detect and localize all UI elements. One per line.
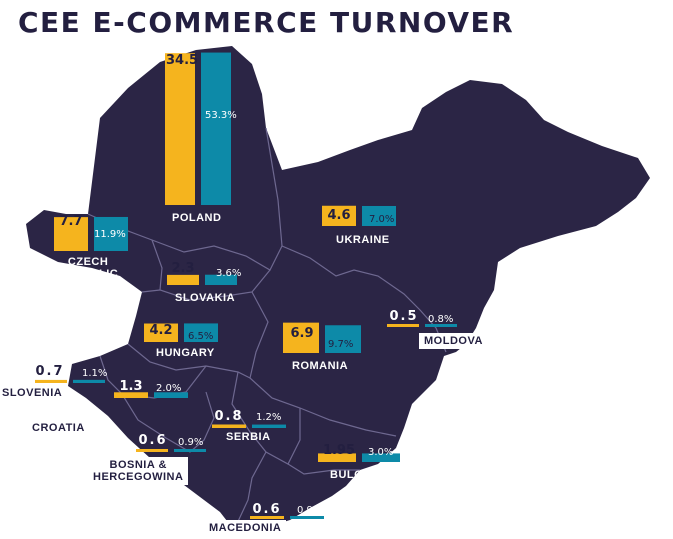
ukraine-turnover-bar (322, 205, 356, 226)
croatia-label: CROATIA (27, 420, 90, 436)
bosnia-turnover: 0.6 (138, 433, 168, 448)
moldova-turnover: 0.5 (389, 309, 419, 324)
czech-turnover-bar (54, 217, 88, 251)
hungary-turnover-bar (144, 323, 178, 342)
ukraine-turnover: 4.6 (327, 208, 351, 223)
bosnia-turnover-bar (136, 449, 168, 452)
croatia-share: 2.0% (156, 383, 182, 394)
border-poland (87, 127, 283, 271)
slovenia-turnover-bar (35, 379, 67, 383)
czech-label: CZECH REPUBLIC (58, 256, 119, 280)
serbia-share: 1.2% (256, 412, 282, 423)
serbia-label: SERBIA (226, 431, 271, 443)
macedonia-share: 0.9% (297, 505, 323, 516)
poland-share: 53.3% (205, 110, 237, 121)
czech-share-bar (94, 216, 128, 251)
slovenia-label: SLOVENIA (2, 387, 63, 399)
macedonia-share-bar (290, 516, 324, 519)
serbia-share-bar (252, 424, 286, 428)
bosnia-share-bar (174, 449, 206, 452)
poland-turnover-bar (165, 53, 195, 206)
border-ukraine (281, 245, 447, 353)
slovakia-share: 3.6% (216, 268, 242, 279)
hungary-share: 6.5% (188, 331, 214, 342)
czech-share: 11.9% (94, 229, 126, 240)
romania-turnover-bar (283, 322, 319, 353)
border-hungary (127, 289, 251, 379)
border-macedonia (233, 451, 267, 531)
macedonia-label: MACEDONIA (204, 520, 287, 536)
czech-turnover: 7.7 (59, 214, 83, 229)
slovakia-label: SLOVAKIA (175, 292, 236, 304)
border-bulgaria (287, 463, 360, 475)
page-title: CEE E-COMMERCE TURNOVER (18, 6, 515, 39)
romania-share-bar (325, 325, 361, 353)
bulgaria-label: BULGARIA (330, 469, 393, 481)
slovenia-turnover: 0.7 (35, 364, 65, 379)
hungary-share-bar (184, 323, 218, 342)
ukraine-share-bar (362, 205, 396, 226)
croatia-turnover-bar (114, 392, 148, 398)
hungary-turnover: 4.2 (149, 323, 173, 338)
bulgaria-turnover-bar (318, 453, 356, 462)
macedonia-turnover: 0.6 (252, 502, 282, 517)
ukraine-label: UKRAINE (336, 234, 390, 246)
serbia-turnover-bar (212, 424, 246, 428)
poland-turnover: 34.5 (166, 53, 199, 68)
slovakia-turnover: 2.3 (171, 261, 195, 276)
romania-share: 9.7% (328, 339, 354, 350)
moldova-share-bar (425, 324, 457, 327)
poland-label: POLAND (172, 212, 222, 224)
slovenia-share-bar (73, 379, 105, 383)
serbia-turnover: 0.8 (214, 409, 244, 424)
bulgaria-share: 3.0% (368, 447, 394, 458)
croatia-share-bar (154, 392, 188, 398)
macedonia-turnover-bar (250, 516, 284, 519)
poland-share-bar (201, 52, 231, 206)
slovenia-share: 1.1% (82, 368, 108, 379)
slovakia-share-bar (205, 274, 237, 285)
romania-turnover: 6.9 (290, 326, 314, 341)
moldova-label: MOLDOVA (419, 333, 488, 349)
border-romania (249, 291, 397, 437)
moldova-turnover-bar (387, 324, 419, 327)
moldova-share: 0.8% (428, 314, 454, 325)
slovakia-turnover-bar (167, 274, 199, 285)
bosnia-label: BOSNIA & HERCEGOWINA (88, 457, 189, 485)
bulgaria-share-bar (362, 453, 400, 462)
romania-label: ROMANIA (292, 360, 349, 372)
ukraine-share: 7.0% (369, 214, 395, 225)
croatia-turnover: 1.3 (119, 379, 143, 394)
bosnia-share: 0.9% (178, 437, 204, 448)
bulgaria-turnover: 1.95 (322, 443, 356, 458)
hungary-label: HUNGARY (156, 347, 215, 359)
